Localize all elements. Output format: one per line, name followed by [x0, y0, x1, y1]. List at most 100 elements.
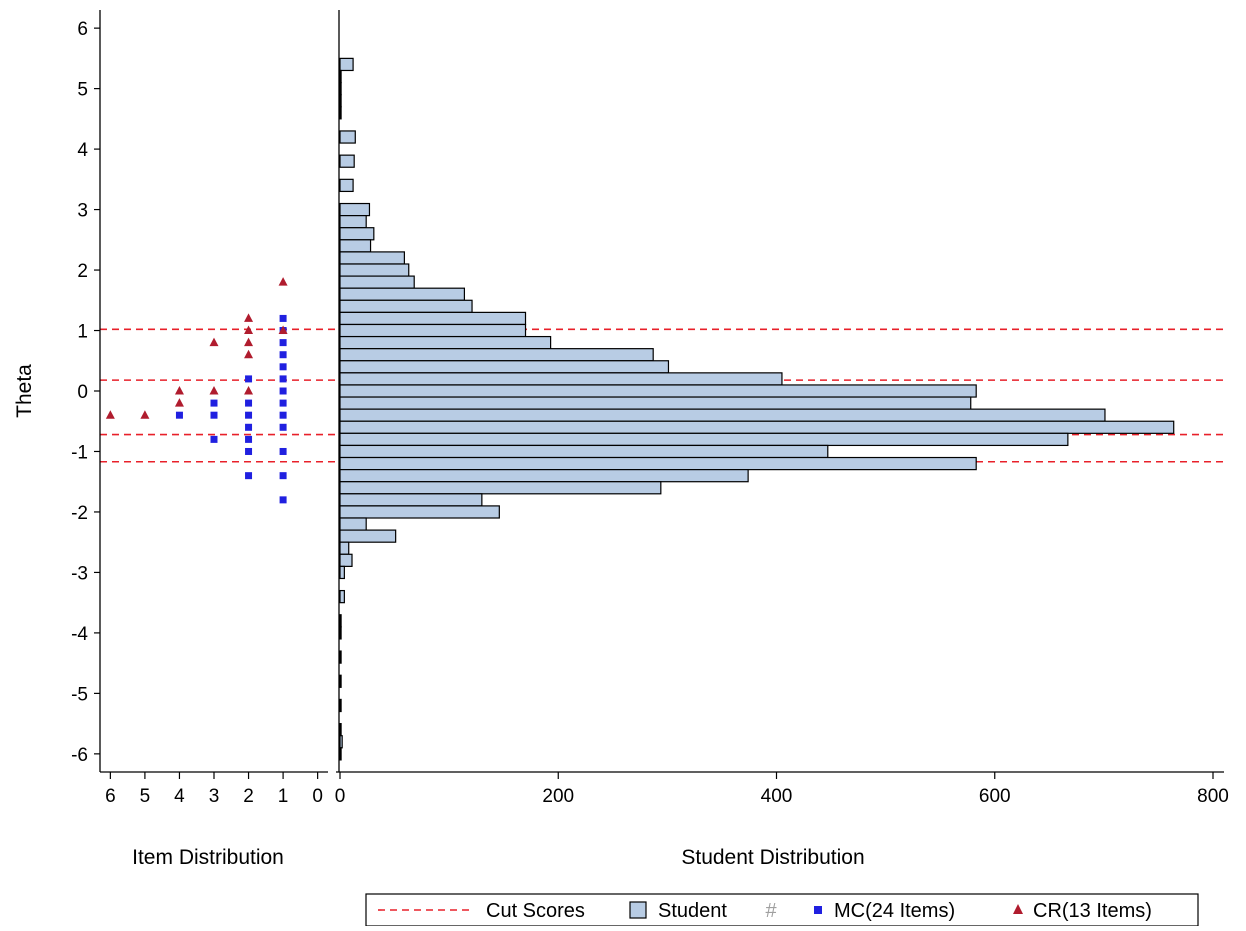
y-tick-label: -5: [71, 684, 88, 705]
item-x-tick-label: 1: [278, 786, 289, 807]
student-bar: [339, 420, 1175, 434]
student-bar: [339, 505, 500, 519]
student-bar: [339, 299, 473, 313]
student-bar: [339, 614, 342, 628]
mc-item-marker: [210, 411, 218, 419]
legend: Cut Scores Student # MC(24 Items) CR(13 Item…: [365, 893, 1199, 927]
student-bar: [339, 251, 405, 265]
student-bar: [339, 698, 342, 713]
student-bar: [339, 360, 670, 374]
student-bar: [339, 456, 977, 471]
cr-item-marker: [244, 386, 254, 395]
student-bar: [339, 674, 342, 688]
mc-item-marker: [245, 375, 253, 383]
student-bar: [339, 432, 1069, 447]
student-bar: [339, 275, 415, 289]
item-markers: [105, 277, 288, 504]
legend-cut-scores-label: Cut Scores: [486, 900, 585, 922]
mc-item-marker: [279, 375, 287, 383]
student-bar: [339, 553, 353, 567]
student-bar: [339, 650, 342, 664]
y-tick-label: -6: [71, 745, 88, 766]
student-x-tick-label: 200: [542, 786, 574, 807]
item-x-tick-label: 0: [312, 786, 323, 807]
student-bar: [339, 311, 527, 326]
mc-item-marker: [279, 447, 287, 455]
student-bar: [339, 263, 410, 277]
y-tick-label: 2: [77, 261, 88, 282]
student-bar: [339, 444, 829, 459]
legend-mc-swatch: [814, 906, 822, 914]
cr-item-marker: [278, 277, 288, 286]
student-bar: [339, 69, 342, 84]
item-x-tick-label: 3: [209, 786, 220, 807]
y-tick-label: 4: [77, 140, 88, 161]
item-x-tick-label: 4: [174, 786, 185, 807]
legend-hash-mark-icon: #: [765, 900, 777, 922]
mc-item-marker: [279, 399, 287, 407]
y-tick-label: 5: [77, 80, 88, 101]
cr-item-marker: [140, 410, 150, 419]
student-bar: [339, 493, 483, 507]
student-bar: [339, 106, 342, 120]
student-bar: [339, 408, 1106, 422]
student-bar: [339, 529, 397, 543]
legend-cr-label: CR(13 Items): [1033, 900, 1152, 922]
mc-item-marker: [210, 399, 218, 407]
cr-item-marker: [244, 337, 254, 347]
student-panel-x-title: Student Distribution: [681, 846, 864, 869]
student-bar: [339, 735, 343, 749]
student-x-tick-label: 800: [1197, 786, 1229, 807]
student-bar: [339, 287, 466, 301]
item-x-tick-label: 2: [243, 786, 254, 807]
student-bar: [339, 94, 342, 108]
item-panel-x-title: Item Distribution: [132, 846, 284, 869]
student-x-tick-label: 400: [761, 786, 793, 807]
legend-mc-label: MC(24 Items): [834, 900, 955, 922]
mc-item-marker: [245, 423, 253, 431]
student-bar: [339, 239, 372, 253]
y-tick-label: 3: [77, 201, 88, 222]
mc-item-marker: [279, 314, 287, 322]
y-tick-label: 0: [77, 382, 88, 403]
y-tick-label: -3: [71, 563, 88, 584]
mc-item-marker: [279, 496, 287, 504]
mc-item-marker: [279, 363, 287, 371]
student-bar: [339, 202, 371, 217]
cr-item-marker: [244, 349, 254, 359]
legend-cr-swatch: [1013, 904, 1023, 914]
student-bar: [339, 335, 552, 350]
student-bar: [339, 348, 654, 362]
cr-item-marker: [244, 313, 254, 322]
student-bar: [339, 481, 662, 495]
mc-item-marker: [245, 435, 253, 443]
mc-item-marker: [279, 472, 287, 480]
cr-item-marker: [105, 410, 115, 419]
y-tick-label: -2: [71, 503, 88, 524]
student-bar: [339, 589, 345, 604]
cr-item-marker: [244, 325, 254, 335]
mc-item-marker: [279, 411, 287, 419]
cr-item-marker: [174, 386, 184, 395]
student-bar: [339, 372, 783, 386]
y-tick-label: -4: [71, 624, 88, 645]
student-bars: [339, 57, 1175, 761]
student-x-tick-label: 0: [335, 786, 346, 807]
item-x-tick-label: 5: [140, 786, 151, 807]
y-tick-label: 6: [77, 19, 88, 40]
student-bar: [339, 565, 345, 580]
mc-item-marker: [279, 339, 287, 347]
student-bar: [339, 323, 527, 338]
student-bar: [339, 469, 749, 483]
student-bar: [339, 215, 367, 229]
student-bar: [339, 747, 342, 761]
mc-item-marker: [279, 351, 287, 359]
mc-item-marker: [175, 411, 183, 419]
student-bar: [339, 227, 375, 241]
student-bar: [339, 396, 972, 410]
student-bar: [339, 154, 355, 168]
cr-item-marker: [209, 386, 219, 395]
mc-item-marker: [245, 472, 253, 480]
